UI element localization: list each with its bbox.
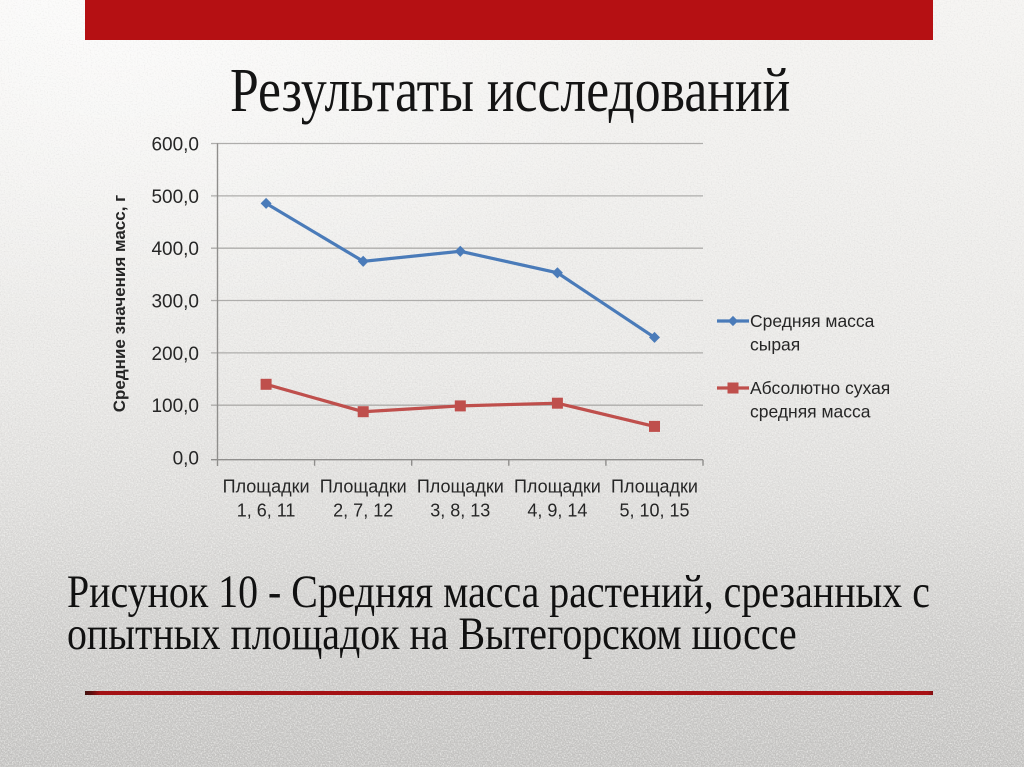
svg-text:5, 10, 15: 5, 10, 15 [619, 500, 689, 520]
svg-text:сырая: сырая [750, 335, 800, 355]
svg-text:Площадки: Площадки [417, 476, 504, 496]
svg-text:200,0: 200,0 [151, 344, 199, 365]
svg-text:600,0: 600,0 [151, 134, 199, 155]
svg-text:Площадки: Площадки [223, 476, 310, 496]
svg-text:0,0: 0,0 [173, 448, 199, 469]
svg-text:Абсолютно сухая: Абсолютно сухая [750, 378, 890, 398]
svg-text:средняя масса: средняя масса [750, 402, 871, 422]
svg-text:2, 7, 12: 2, 7, 12 [333, 500, 393, 520]
svg-text:1, 6, 11: 1, 6, 11 [237, 500, 296, 520]
svg-text:Площадки: Площадки [514, 476, 601, 496]
svg-text:Площадки: Площадки [320, 476, 407, 496]
svg-text:300,0: 300,0 [151, 291, 199, 312]
svg-text:500,0: 500,0 [151, 187, 199, 208]
svg-text:Средняя масса: Средняя масса [750, 311, 875, 331]
svg-text:3, 8, 13: 3, 8, 13 [430, 500, 490, 520]
svg-text:4, 9, 14: 4, 9, 14 [527, 500, 587, 520]
svg-text:Средние значения масс, г: Средние значения масс, г [110, 195, 129, 412]
svg-text:400,0: 400,0 [151, 239, 199, 260]
svg-text:Площадки: Площадки [611, 476, 698, 496]
svg-text:100,0: 100,0 [151, 396, 199, 417]
